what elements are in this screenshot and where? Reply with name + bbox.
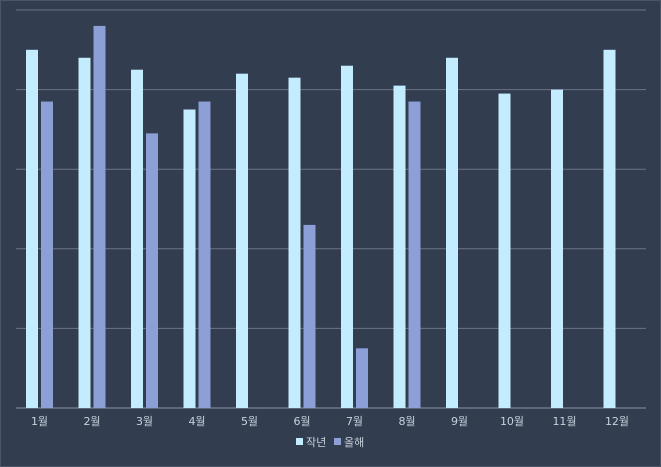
bar-last-year xyxy=(131,69,143,408)
bar-last-year xyxy=(26,49,38,409)
bar-last-year xyxy=(183,109,196,408)
legend-label: 올해 xyxy=(344,435,364,449)
bar-last-year xyxy=(341,65,353,408)
x-tick-label: 4월 xyxy=(188,415,205,428)
bar-last-year xyxy=(446,57,458,408)
bar-this-year xyxy=(41,101,53,408)
x-tick-label: 12월 xyxy=(605,415,629,428)
legend: 작년 올해 xyxy=(296,435,364,449)
x-tick-label: 10월 xyxy=(500,415,524,428)
bar-this-year xyxy=(198,101,211,408)
bar-last-year xyxy=(236,73,248,409)
x-tick-label: 2월 xyxy=(83,415,100,428)
bar-this-year xyxy=(303,224,316,408)
x-tick-label: 7월 xyxy=(346,415,363,428)
bars xyxy=(26,25,616,409)
bar-this-year xyxy=(356,348,368,408)
x-tick-label: 3월 xyxy=(136,415,153,428)
x-axis-ticks: 1월 2월 3월 4월 5월 6월 7월 8월 9월 10월 11월 12월 xyxy=(31,415,629,428)
x-tick-label: 5월 xyxy=(241,415,258,428)
gridlines xyxy=(16,9,646,409)
x-tick-label: 9월 xyxy=(451,415,468,428)
x-tick-label: 8월 xyxy=(398,415,415,428)
x-tick-label: 1월 xyxy=(31,415,48,428)
bar-last-year xyxy=(498,93,511,408)
bar-this-year xyxy=(146,133,158,408)
bar-last-year xyxy=(551,89,563,408)
bar-last-year xyxy=(288,77,301,408)
bar-this-year xyxy=(408,101,421,408)
bar-last-year xyxy=(603,49,616,409)
bar-last-year xyxy=(78,57,91,408)
legend-swatch xyxy=(334,438,341,445)
legend-label: 작년 xyxy=(306,436,326,449)
x-tick-label: 6월 xyxy=(293,415,310,428)
bar-last-year xyxy=(393,85,406,409)
x-tick-label: 11월 xyxy=(552,415,576,428)
bar-this-year xyxy=(93,25,106,408)
legend-swatch xyxy=(296,438,303,445)
